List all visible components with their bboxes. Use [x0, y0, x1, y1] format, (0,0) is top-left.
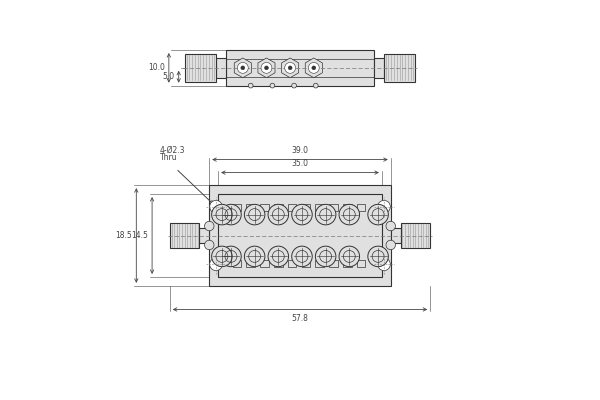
Text: 5.0: 5.0: [163, 72, 175, 81]
Polygon shape: [281, 58, 299, 78]
Circle shape: [209, 200, 222, 213]
Bar: [216, 58, 226, 78]
Bar: [401, 223, 430, 248]
Text: 4-Ø2.3: 4-Ø2.3: [160, 146, 185, 155]
Circle shape: [241, 66, 245, 70]
Circle shape: [205, 221, 214, 231]
Circle shape: [244, 204, 265, 225]
Bar: [316, 204, 324, 212]
Circle shape: [288, 66, 292, 70]
Circle shape: [378, 258, 391, 271]
Bar: [260, 260, 269, 267]
Text: 18.5: 18.5: [116, 231, 133, 240]
Bar: [170, 223, 199, 248]
Circle shape: [285, 62, 296, 73]
Bar: [391, 228, 401, 243]
Bar: [288, 204, 296, 212]
Bar: [374, 58, 384, 78]
Circle shape: [212, 204, 232, 225]
Bar: [185, 54, 216, 82]
Circle shape: [368, 246, 388, 267]
Polygon shape: [305, 58, 322, 78]
Text: 14.5: 14.5: [131, 231, 148, 240]
Polygon shape: [258, 58, 275, 78]
Bar: [199, 228, 209, 243]
Bar: [384, 54, 415, 82]
Bar: [302, 260, 310, 267]
Circle shape: [339, 204, 359, 225]
Circle shape: [268, 246, 289, 267]
Bar: [247, 204, 255, 212]
Circle shape: [261, 62, 272, 73]
Bar: [274, 260, 283, 267]
Circle shape: [248, 83, 253, 88]
Bar: [343, 204, 352, 212]
Bar: [316, 260, 324, 267]
Bar: [233, 204, 241, 212]
Circle shape: [386, 240, 395, 250]
Text: 10.0: 10.0: [148, 63, 165, 72]
Circle shape: [312, 66, 316, 70]
Text: 57.8: 57.8: [292, 314, 308, 323]
Bar: [302, 204, 310, 212]
Bar: [329, 204, 338, 212]
Text: 35.0: 35.0: [292, 159, 308, 168]
Circle shape: [265, 66, 268, 70]
Bar: [288, 260, 296, 267]
Circle shape: [292, 246, 312, 267]
Bar: [233, 260, 241, 267]
Circle shape: [244, 246, 265, 267]
Circle shape: [205, 240, 214, 250]
Circle shape: [378, 200, 391, 213]
Bar: [218, 194, 382, 277]
Bar: [260, 204, 269, 212]
Circle shape: [270, 83, 275, 88]
Bar: [226, 50, 374, 86]
Bar: [357, 260, 365, 267]
Circle shape: [292, 204, 312, 225]
Circle shape: [292, 83, 296, 88]
Polygon shape: [234, 58, 251, 78]
Text: 39.0: 39.0: [292, 146, 308, 155]
Circle shape: [268, 204, 289, 225]
Circle shape: [221, 246, 241, 267]
Circle shape: [313, 83, 318, 88]
Circle shape: [212, 246, 232, 267]
Circle shape: [308, 62, 319, 73]
Circle shape: [386, 221, 395, 231]
Circle shape: [221, 204, 241, 225]
Bar: [343, 260, 352, 267]
Text: Thru: Thru: [160, 153, 178, 162]
Circle shape: [339, 246, 359, 267]
Circle shape: [316, 204, 336, 225]
Circle shape: [368, 204, 388, 225]
Bar: [247, 260, 255, 267]
Circle shape: [316, 246, 336, 267]
Bar: [209, 185, 391, 286]
Bar: [357, 204, 365, 212]
Circle shape: [238, 62, 248, 73]
Bar: [329, 260, 338, 267]
Circle shape: [209, 258, 222, 271]
Bar: [274, 204, 283, 212]
